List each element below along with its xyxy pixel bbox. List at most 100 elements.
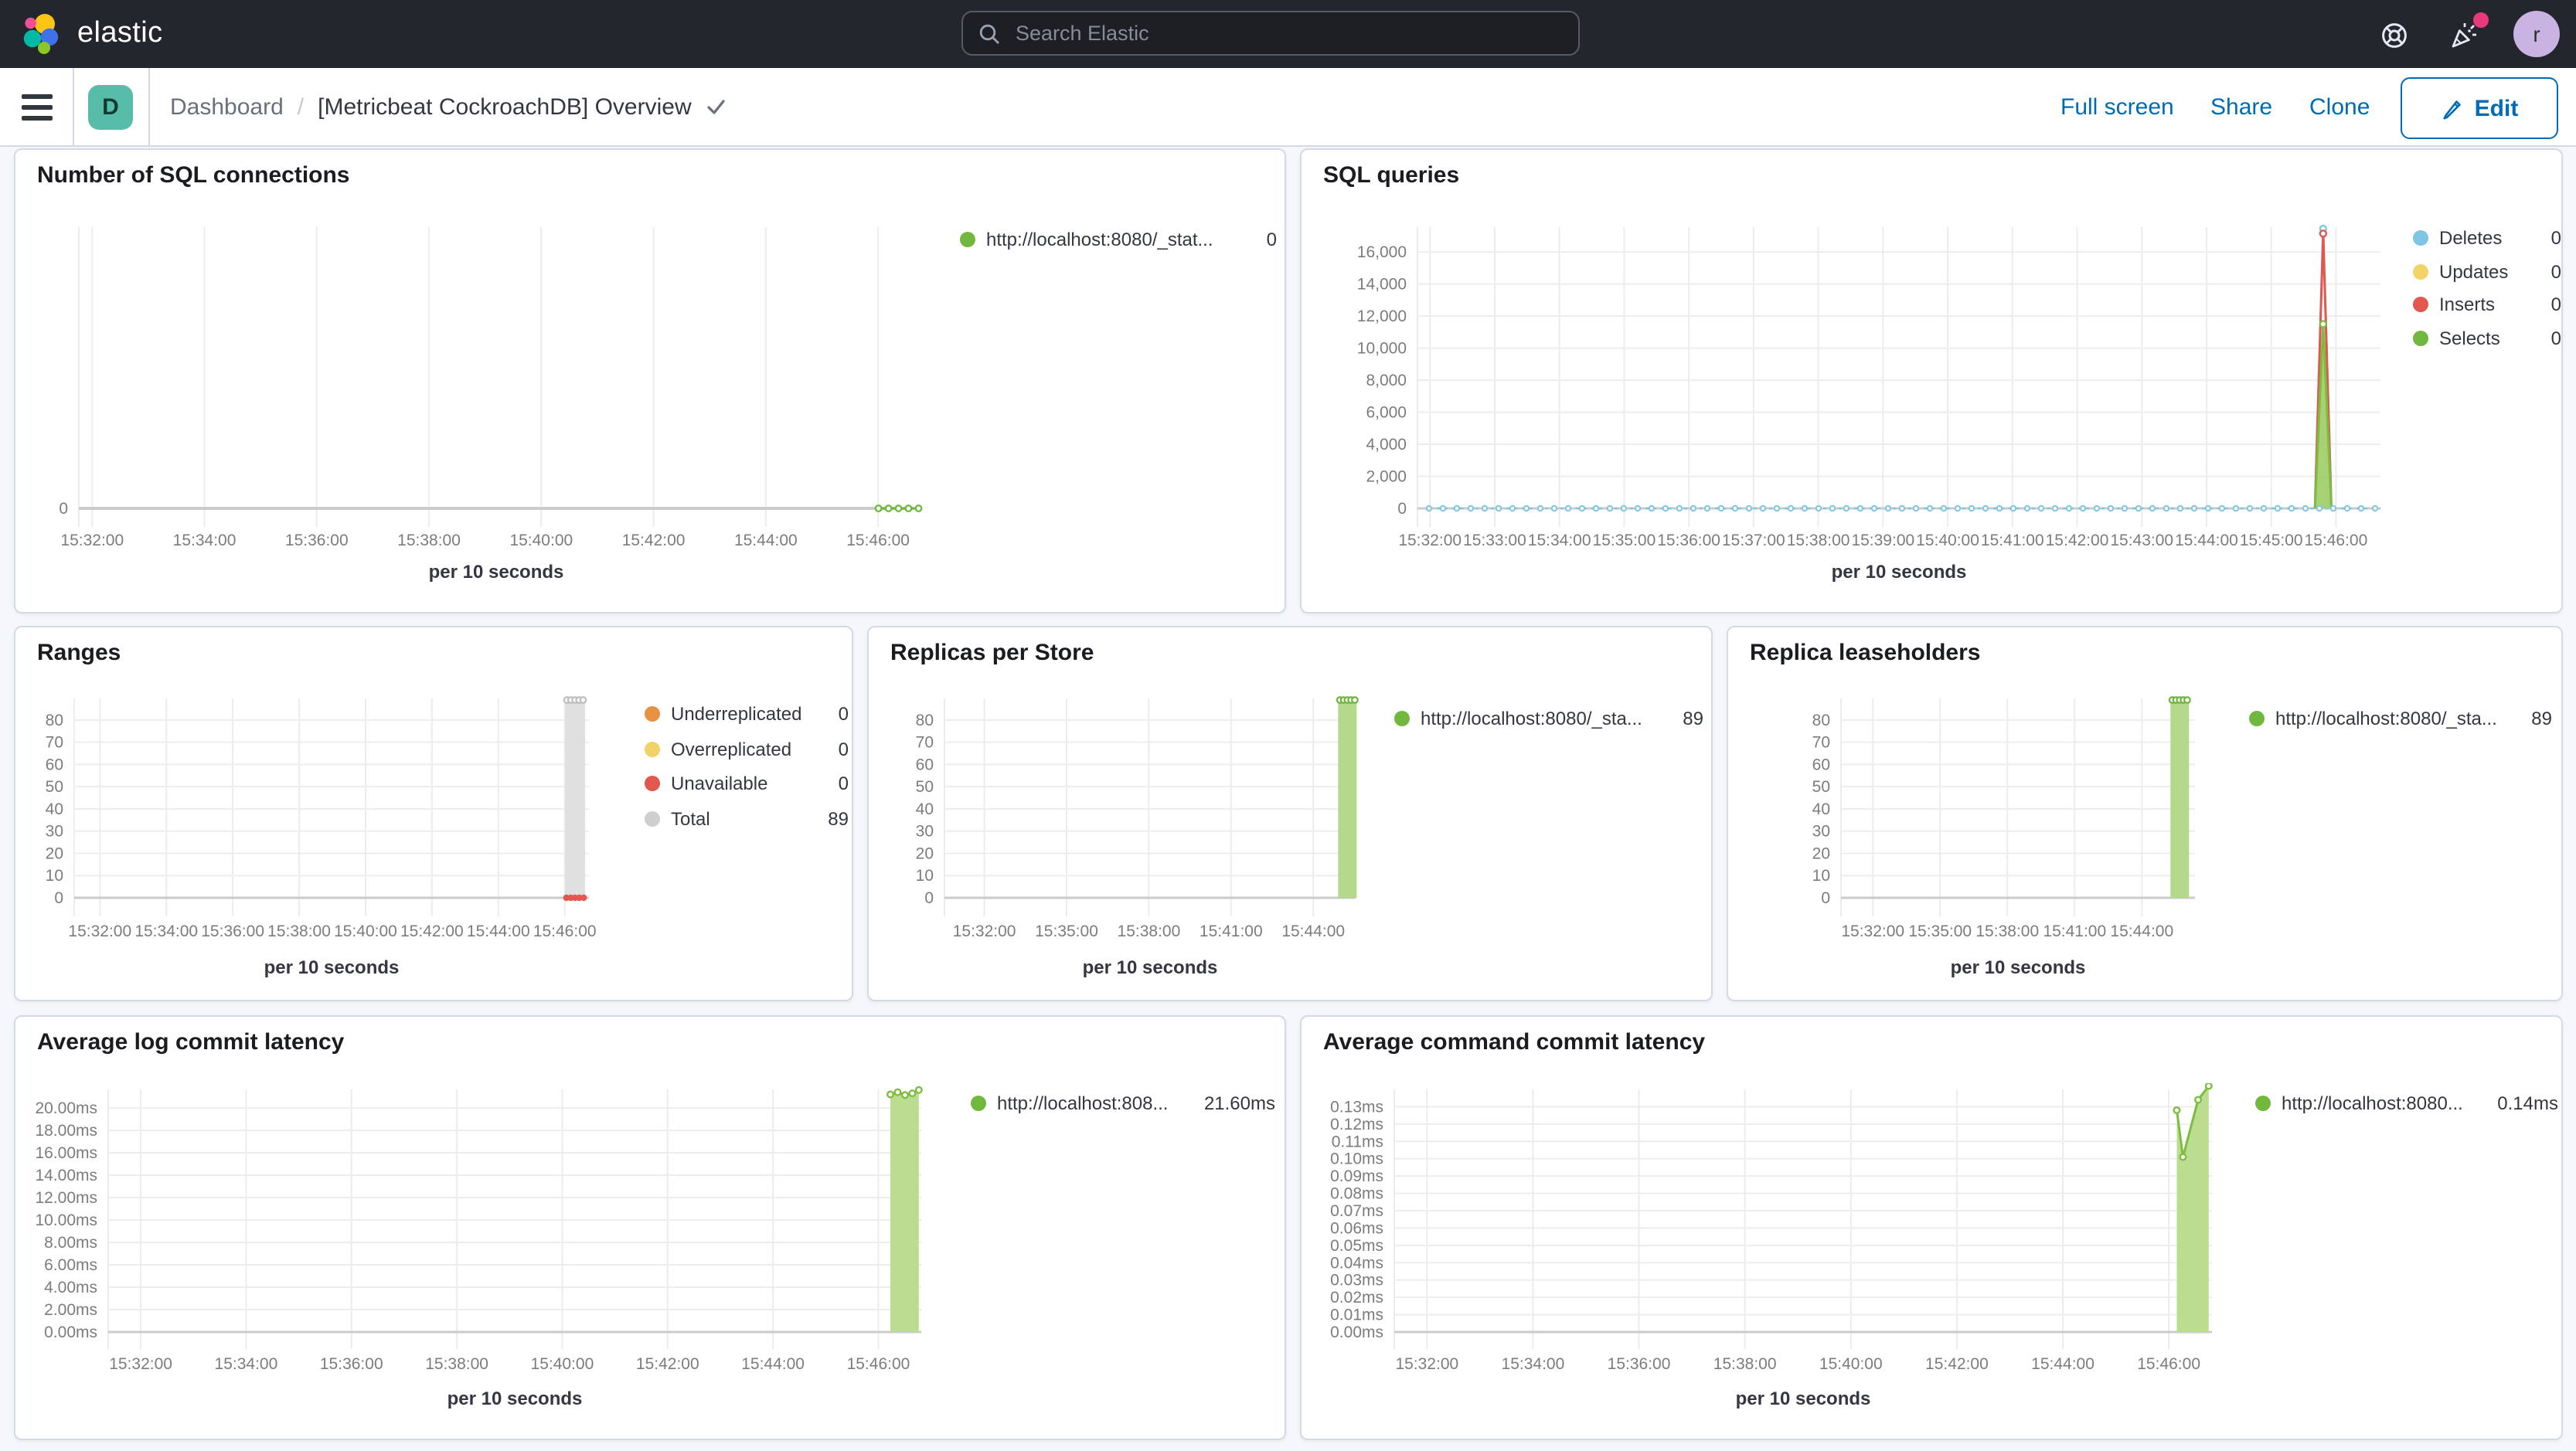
legend-item[interactable]: http://localhost:8080... 0.14ms (2255, 1092, 2558, 1114)
panel-ranges: Ranges 15:32:00 15:34:00 15:36:00 15:38:00 1… (14, 626, 853, 1001)
svg-text:0.00ms: 0.00ms (1330, 1324, 1383, 1341)
svg-text:8.00ms: 8.00ms (44, 1234, 97, 1252)
svg-text:15:44:00: 15:44:00 (2110, 923, 2173, 940)
x-axis-label: per 10 seconds (264, 957, 400, 978)
legend-value: 0 (2550, 227, 2561, 249)
search-input[interactable] (1012, 20, 1563, 46)
sql-queries-chart[interactable]: 15:32:00 15:33:00 15:34:00 15:35:00 15:36:00… (1315, 218, 2397, 589)
svg-text:15:42:00: 15:42:00 (1925, 1355, 1989, 1373)
svg-text:80: 80 (1812, 712, 1830, 729)
avatar-initial: r (2533, 22, 2540, 46)
svg-text:15:32:00: 15:32:00 (60, 532, 124, 549)
panel-title: Replicas per Store (890, 640, 1094, 666)
svg-text:10,000: 10,000 (1357, 340, 1407, 358)
legend-label: Underreplicated (671, 703, 802, 725)
legend-item[interactable]: http://localhost:8080/_stat... 0 (960, 229, 1277, 250)
legend-item[interactable]: Unavailable 0 (645, 773, 849, 794)
ranges-chart[interactable]: 15:32:00 15:34:00 15:36:00 15:38:00 15:40:00… (29, 681, 640, 952)
svg-text:15:36:00: 15:36:00 (285, 532, 349, 549)
legend-item[interactable]: Total 89 (645, 807, 849, 829)
svg-text:15:36:00: 15:36:00 (1608, 1355, 1671, 1373)
svg-text:0.09ms: 0.09ms (1330, 1167, 1383, 1185)
user-avatar[interactable]: r (2513, 11, 2560, 57)
legend-item[interactable]: Overreplicated 0 (645, 738, 849, 759)
global-search-bar[interactable] (961, 11, 1580, 56)
svg-text:15:34:00: 15:34:00 (134, 923, 198, 940)
svg-text:15:38:00: 15:38:00 (267, 923, 331, 940)
legend-item[interactable]: Updates 0 (2413, 260, 2561, 282)
legend-item[interactable]: Inserts 0 (2413, 294, 2561, 315)
legend-value: 89 (1683, 708, 1703, 729)
svg-text:50: 50 (46, 778, 63, 796)
svg-text:0.01ms: 0.01ms (1330, 1307, 1383, 1324)
panel-sql-queries: SQL queries 15:32:00 15:33:00 15:34:00 15:3… (1300, 148, 2563, 613)
search-icon (979, 23, 999, 43)
svg-text:15:38:00: 15:38:00 (1713, 1355, 1777, 1373)
legend-item[interactable]: http://localhost:808... 21.60ms (971, 1092, 1275, 1114)
svg-text:15:35:00: 15:35:00 (1908, 923, 1972, 940)
svg-text:70: 70 (1812, 734, 1830, 752)
svg-text:80: 80 (916, 712, 934, 729)
svg-text:15:37:00: 15:37:00 (1722, 532, 1785, 549)
chart-legend: Underreplicated 0 Overreplicated 0 Unava… (645, 703, 849, 829)
dashboard-app-badge[interactable]: D (88, 85, 133, 130)
svg-text:15:45:00: 15:45:00 (2240, 532, 2303, 549)
svg-text:15:42:00: 15:42:00 (636, 1355, 699, 1373)
legend-item[interactable]: Deletes 0 (2413, 227, 2561, 249)
svg-text:0.11ms: 0.11ms (1332, 1133, 1383, 1150)
avg-command-commit-latency-chart[interactable]: 15:32:00 15:34:00 15:36:00 15:38:00 15:40:00… (1312, 1083, 2258, 1439)
elastic-logo-icon (23, 14, 59, 54)
news-party-popper-icon[interactable] (2448, 20, 2479, 51)
svg-text:20: 20 (46, 844, 63, 862)
svg-text:15:34:00: 15:34:00 (1528, 532, 1591, 549)
avg-log-commit-latency-chart[interactable]: 15:32:00 15:34:00 15:36:00 15:38:00 15:40:00… (32, 1083, 960, 1439)
svg-text:0.02ms: 0.02ms (1330, 1289, 1383, 1307)
menu-hamburger-icon[interactable] (22, 94, 53, 121)
svg-text:15:44:00: 15:44:00 (1281, 923, 1345, 940)
share-button[interactable]: Share (2210, 93, 2273, 120)
x-axis-label: per 10 seconds (1735, 1388, 1871, 1409)
elastic-logo[interactable]: elastic (22, 12, 163, 56)
svg-text:15:44:00: 15:44:00 (467, 923, 530, 940)
legend-item[interactable]: http://localhost:8080/_sta... 89 (1394, 708, 1703, 729)
legend-label: http://localhost:8080... (2282, 1092, 2463, 1114)
svg-text:15:36:00: 15:36:00 (1657, 532, 1720, 549)
edit-button-label: Edit (2474, 95, 2519, 121)
panel-replicas-per-store: Replicas per Store 15:32:00 15:35:00 15:38… (867, 626, 1713, 1001)
svg-text:0: 0 (924, 889, 934, 907)
series-color-dot (645, 776, 660, 791)
clone-button[interactable]: Clone (2309, 93, 2370, 120)
legend-label: http://localhost:8080/_stat... (986, 229, 1213, 250)
legend-item[interactable]: Underreplicated 0 (645, 703, 849, 725)
series-color-dot (960, 232, 975, 247)
panel-number-of-sql-connections: Number of SQL connections 15:32:00 15:34:… (14, 148, 1286, 613)
saved-check-icon[interactable] (706, 96, 727, 117)
svg-text:6,000: 6,000 (1366, 404, 1407, 422)
svg-text:2.00ms: 2.00ms (44, 1301, 97, 1319)
svg-text:20: 20 (916, 844, 934, 862)
svg-text:14,000: 14,000 (1357, 276, 1407, 294)
legend-item[interactable]: http://localhost:8080/_sta... 89 (2249, 708, 2552, 729)
breadcrumb-dashboard-link[interactable]: Dashboard (170, 93, 284, 120)
svg-text:60: 60 (916, 756, 934, 773)
chart-legend: http://localhost:8080/_stat... 0 (960, 229, 1277, 250)
help-icon[interactable] (2379, 20, 2410, 51)
legend-item[interactable]: Selects 0 (2413, 327, 2561, 348)
sql-connections-chart[interactable]: 15:32:00 15:34:00 15:36:00 15:38:00 15:40:00… (32, 218, 960, 589)
svg-text:16.00ms: 16.00ms (35, 1144, 97, 1162)
svg-text:6.00ms: 6.00ms (44, 1256, 97, 1274)
svg-text:15:44:00: 15:44:00 (2031, 1355, 2094, 1373)
panel-title: Average command commit latency (1323, 1029, 1706, 1055)
edit-button[interactable]: Edit (2401, 77, 2558, 139)
svg-text:15:32:00: 15:32:00 (68, 923, 131, 940)
replicas-per-store-chart[interactable]: 15:32:00 15:35:00 15:38:00 15:41:00 15:44:00… (890, 681, 1385, 952)
svg-text:12.00ms: 12.00ms (35, 1189, 97, 1207)
brand-name: elastic (77, 17, 163, 49)
svg-text:15:46:00: 15:46:00 (846, 532, 910, 549)
svg-text:15:34:00: 15:34:00 (1502, 1355, 1565, 1373)
full-screen-button[interactable]: Full screen (2060, 93, 2174, 120)
svg-text:15:40:00: 15:40:00 (509, 532, 573, 549)
panel-title: SQL queries (1323, 162, 1460, 189)
svg-text:15:40:00: 15:40:00 (334, 923, 397, 940)
replica-leaseholders-chart[interactable]: 15:32:00 15:35:00 15:38:00 15:41:00 15:44:00… (1787, 681, 2251, 952)
